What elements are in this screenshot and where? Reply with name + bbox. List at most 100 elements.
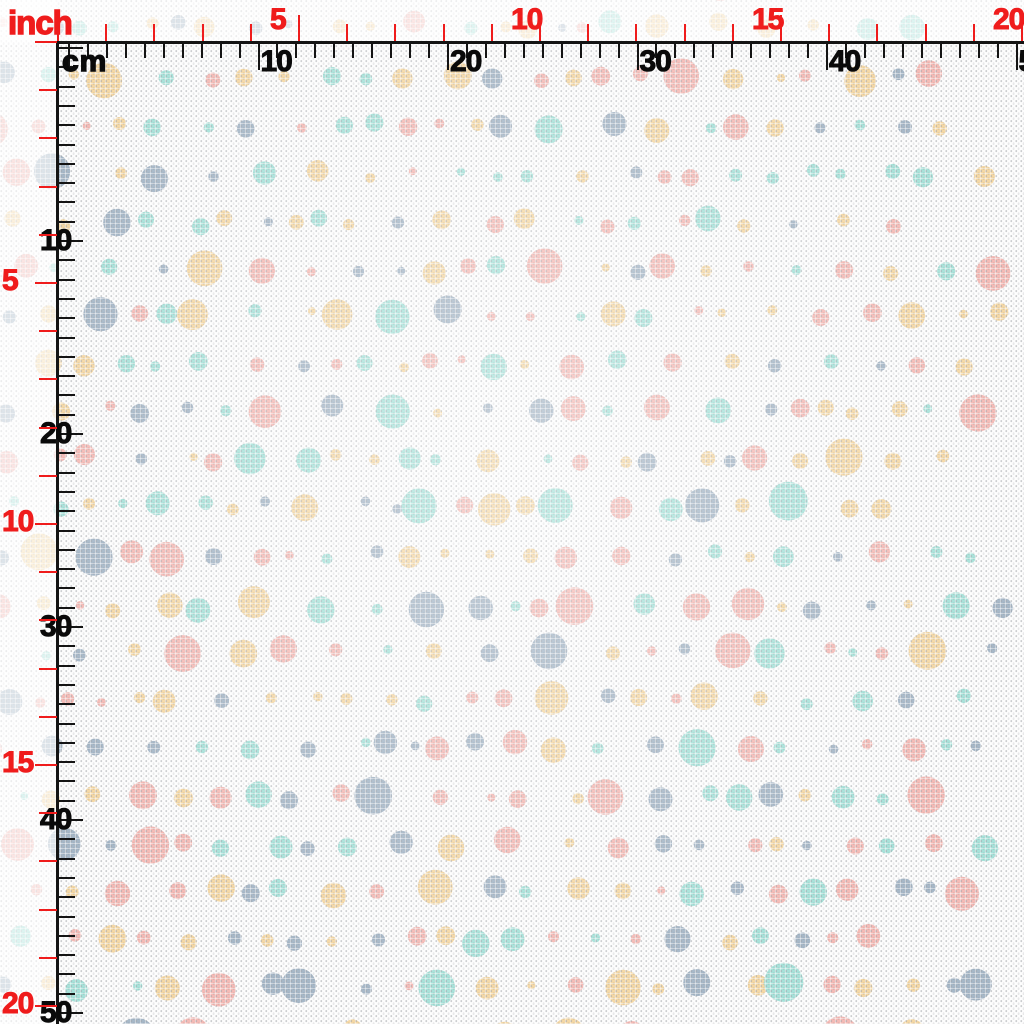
cm-tick-h bbox=[807, 44, 809, 58]
cm-label-v: 10 bbox=[39, 224, 72, 257]
cm-tick-v bbox=[59, 143, 75, 146]
cm-tick-v bbox=[59, 433, 83, 435]
unit-caption-inch-horizontal: inch bbox=[7, 4, 73, 41]
cm-tick-v bbox=[59, 934, 75, 937]
inch-label-h: 20 bbox=[992, 3, 1024, 36]
inch-tick-h bbox=[394, 24, 397, 41]
cm-tick-v bbox=[59, 664, 75, 667]
inch-tick-h bbox=[924, 24, 927, 41]
inch-tick-h bbox=[442, 24, 445, 41]
cm-tick-h bbox=[503, 44, 506, 58]
inch-tick-h bbox=[972, 24, 975, 41]
cm-tick-v bbox=[59, 915, 75, 918]
cm-tick-v bbox=[59, 992, 75, 995]
cm-tick-v bbox=[59, 471, 75, 474]
inch-tick-v bbox=[39, 426, 57, 429]
cm-tick-h bbox=[541, 44, 544, 58]
cm-tick-v bbox=[59, 896, 75, 899]
cm-tick-h bbox=[428, 44, 431, 58]
cm-tick-h bbox=[124, 44, 127, 58]
cm-tick-h bbox=[920, 44, 923, 58]
inch-tick-v bbox=[39, 619, 57, 622]
cm-tick-v bbox=[59, 452, 75, 455]
inch-tick-h bbox=[683, 24, 686, 41]
cm-tick-h bbox=[674, 44, 677, 58]
cm-tick-v bbox=[59, 355, 75, 358]
cm-tick-v bbox=[59, 683, 75, 686]
vertical-ruler-baseline bbox=[56, 41, 59, 1024]
cm-tick-h bbox=[844, 44, 847, 58]
inch-tick-v bbox=[39, 474, 57, 477]
inch-tick-v bbox=[39, 378, 57, 381]
cm-tick-h bbox=[68, 44, 70, 70]
cm-tick-h bbox=[371, 44, 374, 58]
cm-tick-v bbox=[59, 1012, 83, 1014]
cm-tick-v bbox=[59, 490, 75, 493]
cm-tick-v bbox=[59, 66, 75, 69]
inch-tick-h bbox=[828, 24, 831, 41]
cm-tick-h bbox=[200, 44, 203, 58]
inch-tick-v bbox=[39, 89, 57, 92]
inch-tick-v bbox=[35, 523, 57, 525]
inch-tick-h bbox=[298, 15, 300, 41]
inch-tick-h bbox=[635, 24, 638, 41]
cm-tick-v bbox=[59, 104, 75, 107]
inch-tick-v bbox=[39, 715, 57, 718]
cm-tick-h bbox=[105, 44, 108, 58]
cm-tick-v bbox=[59, 162, 75, 165]
unit-caption-cm-horizontal: cm bbox=[61, 45, 108, 78]
horizontal-ruler-baseline bbox=[57, 41, 1024, 44]
cm-tick-v bbox=[59, 548, 75, 551]
cm-tick-v bbox=[59, 220, 75, 223]
inch-tick-h bbox=[780, 15, 782, 41]
inch-tick-v bbox=[39, 812, 57, 815]
inch-tick-v bbox=[39, 330, 57, 333]
cm-tick-h bbox=[219, 44, 222, 58]
cm-tick-v bbox=[59, 259, 75, 262]
cm-tick-v bbox=[59, 722, 75, 725]
cm-label-h: 30 bbox=[639, 45, 672, 78]
cm-tick-h bbox=[484, 44, 487, 58]
inch-tick-v bbox=[35, 764, 57, 766]
cm-tick-h bbox=[276, 44, 279, 58]
cm-tick-h bbox=[522, 44, 525, 58]
inch-tick-h bbox=[1021, 15, 1023, 41]
inch-tick-h bbox=[57, 15, 59, 41]
cm-tick-h bbox=[465, 44, 468, 58]
inch-tick-h bbox=[490, 24, 493, 41]
inch-tick-h bbox=[201, 24, 204, 41]
cm-tick-h bbox=[352, 44, 355, 58]
inch-tick-v bbox=[39, 956, 57, 959]
cm-tick-v bbox=[59, 819, 83, 821]
cm-tick-v bbox=[59, 201, 75, 204]
cm-tick-v bbox=[59, 587, 75, 590]
inch-label-h: 5 bbox=[270, 3, 288, 36]
cm-tick-v bbox=[59, 626, 83, 628]
inch-tick-v bbox=[39, 667, 57, 670]
cm-tick-h bbox=[901, 44, 904, 58]
inch-tick-h bbox=[587, 24, 590, 41]
cm-tick-v bbox=[59, 973, 75, 976]
cm-tick-v bbox=[59, 85, 75, 88]
cm-tick-h bbox=[333, 44, 336, 58]
inch-tick-v bbox=[39, 908, 57, 911]
cm-tick-v bbox=[59, 780, 75, 783]
cm-label-h: 40 bbox=[828, 45, 861, 78]
inch-tick-h bbox=[539, 15, 541, 41]
cm-tick-h bbox=[143, 44, 146, 58]
cm-tick-v bbox=[59, 606, 75, 609]
cm-tick-v bbox=[59, 529, 75, 532]
cm-tick-h bbox=[560, 44, 563, 58]
cm-tick-v bbox=[59, 47, 83, 49]
inch-tick-v bbox=[39, 137, 57, 140]
cm-tick-h bbox=[712, 44, 715, 58]
inch-tick-v bbox=[39, 185, 57, 188]
cm-tick-h bbox=[617, 44, 620, 58]
left-margin-wash bbox=[0, 0, 57, 1024]
cm-tick-v bbox=[59, 182, 75, 185]
inch-tick-v bbox=[35, 1005, 57, 1007]
cm-tick-v bbox=[59, 954, 75, 957]
inch-tick-v bbox=[35, 41, 57, 43]
top-margin-wash bbox=[0, 0, 1024, 42]
